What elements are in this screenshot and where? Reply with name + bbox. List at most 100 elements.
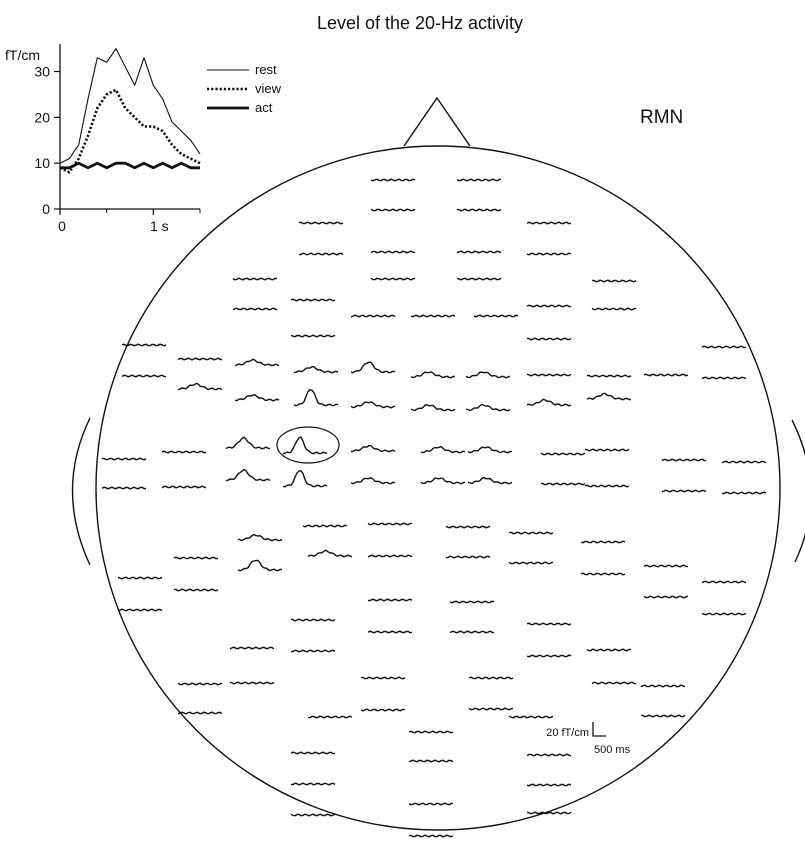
sensor-trace	[177, 382, 223, 391]
x-tick-label: 1 s	[150, 218, 169, 234]
sensor-trace	[121, 374, 167, 378]
nose-marker	[403, 96, 471, 147]
sensor-trace	[282, 470, 328, 488]
sensor-trace	[467, 446, 513, 454]
sensor-trace	[290, 618, 336, 622]
series-line-view	[59, 88, 201, 174]
sensor-trace	[293, 389, 339, 407]
y-tick-label: 30	[34, 64, 50, 80]
scale-bar: 20 fT/cm 500 ms	[546, 722, 631, 756]
sensor-trace	[370, 178, 416, 182]
sensor-trace	[229, 681, 275, 685]
sensor-trace	[445, 555, 491, 559]
sensor-trace	[408, 759, 454, 763]
y-tick-label: 0	[42, 201, 50, 217]
sensor-trace	[177, 357, 223, 361]
sensor-trace	[526, 221, 572, 225]
sensor-trace	[643, 595, 689, 599]
sensor-trace	[591, 681, 637, 685]
legend-label-view: view	[255, 81, 282, 96]
sensor-trace	[410, 314, 456, 318]
sensor-trace	[701, 345, 747, 349]
sensor-trace	[290, 334, 336, 338]
sensor-trace	[290, 649, 336, 653]
sensor-trace	[580, 540, 626, 544]
inset-chart: fT/cm 0 10 20 30 0 1 s rest view act	[5, 44, 282, 234]
sensor-trace	[643, 564, 689, 568]
sensor-trace	[721, 491, 767, 495]
sensor-trace	[420, 477, 466, 485]
sensor-trace	[449, 630, 495, 634]
sensor-trace	[161, 450, 207, 454]
left-ear	[71, 417, 91, 566]
scale-bar-lines	[592, 722, 606, 737]
sensor-trace	[456, 250, 502, 254]
x-tick-label: 0	[58, 218, 66, 234]
sensor-trace	[508, 561, 554, 565]
sensor-trace	[408, 730, 454, 734]
sensor-trace	[225, 436, 271, 450]
sensor-trace	[367, 554, 413, 558]
sensor-trace	[307, 549, 353, 558]
sensor-trace	[121, 343, 167, 347]
sensor-trace	[526, 373, 572, 377]
sensor-trace	[445, 525, 491, 529]
sensor-trace	[177, 682, 223, 686]
sensor-trace	[290, 782, 336, 786]
series-line-act	[60, 161, 200, 170]
sensor-trace	[408, 834, 454, 838]
sensor-traces	[101, 178, 767, 838]
sensor-trace	[360, 708, 406, 712]
head-outline	[71, 96, 805, 831]
series-line-rest	[59, 48, 201, 164]
sensor-trace	[580, 572, 626, 576]
sensor-trace	[456, 208, 502, 212]
sensor-trace	[701, 376, 747, 380]
sensor-trace	[467, 477, 513, 485]
sensor-trace	[410, 371, 456, 379]
sensor-trace	[290, 751, 336, 755]
scale-amplitude-label: 20 fT/cm	[546, 727, 589, 739]
sensor-trace	[161, 485, 207, 489]
sensor-trace	[526, 398, 572, 407]
sensor-trace	[367, 522, 413, 526]
sensor-trace	[350, 477, 396, 485]
sensor-trace	[468, 676, 514, 680]
sensor-trace	[468, 707, 514, 711]
sensor-trace	[232, 307, 278, 311]
sensor-trace	[661, 458, 707, 462]
sensor-trace	[586, 648, 632, 652]
sensor-trace	[591, 307, 637, 311]
sensor-trace	[225, 468, 271, 482]
sensor-trace	[229, 646, 275, 650]
sensor-trace	[449, 600, 495, 604]
sensor-trace	[508, 531, 554, 535]
sensor-trace	[456, 277, 502, 281]
legend: rest view act	[207, 62, 282, 115]
sensor-trace	[526, 304, 572, 308]
sensor-trace	[101, 486, 147, 490]
sensor-trace	[234, 393, 280, 402]
sensor-trace	[586, 374, 632, 378]
sensor-trace	[293, 365, 339, 374]
sensor-trace	[540, 482, 586, 486]
sensor-trace	[465, 371, 511, 379]
highlighted-sensor-circle	[276, 426, 340, 464]
series-lines	[59, 48, 201, 174]
right-ear	[791, 419, 805, 563]
sensor-trace	[117, 576, 163, 580]
sensor-trace	[234, 358, 280, 367]
sensor-trace	[367, 598, 413, 602]
sensor-trace	[177, 711, 223, 715]
sensor-trace	[370, 208, 416, 212]
sensor-trace	[526, 783, 572, 787]
sensor-trace	[232, 277, 278, 281]
sensor-trace	[237, 559, 283, 572]
sensor-trace	[298, 252, 344, 256]
sensor-trace	[526, 811, 572, 815]
scale-time-label: 500 ms	[594, 744, 631, 756]
legend-label-rest: rest	[255, 62, 277, 77]
sensor-trace	[591, 279, 637, 283]
sensor-trace	[640, 684, 686, 688]
